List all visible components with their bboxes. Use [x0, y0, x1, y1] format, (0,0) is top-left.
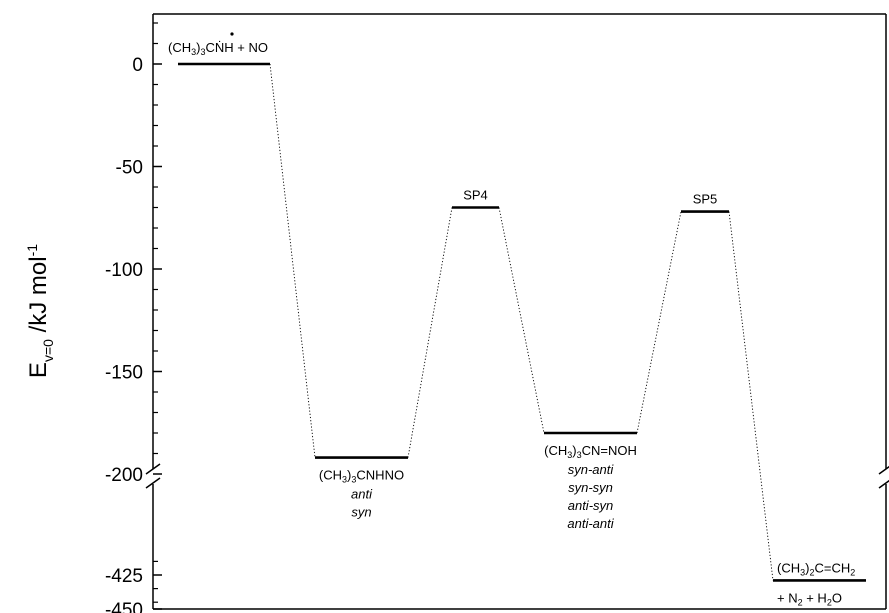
y-tick-label: 0: [132, 55, 143, 76]
connector-reactants-int1: [269, 63, 316, 458]
label-sp4: SP4: [463, 188, 488, 203]
y-tick-label: -200: [105, 465, 143, 486]
conformer-label: syn: [351, 505, 371, 520]
y-tick-label: -450: [105, 600, 143, 613]
conformer-label: anti-anti: [567, 516, 614, 531]
right-axis-break-mark: [878, 465, 889, 475]
level-labels: (CH3)3CṄH + NO (CH3)3CNHNO anti syn SP4 (CH3)…: [168, 32, 855, 607]
label-int2: (CH3)3CN=NOH: [544, 443, 637, 460]
conformer-label: syn-anti: [568, 462, 615, 477]
y-axis-ticks: 0 -50 -100 -150 -200 -425 -450: [105, 22, 162, 613]
left-axis-break-mark: [145, 477, 161, 489]
connector-int2-sp5: [636, 211, 682, 434]
label-int1: (CH3)3CNHNO: [319, 468, 404, 485]
y-axis-label: Ev=0 /kJ mol-1: [24, 244, 56, 378]
label-sp5: SP5: [693, 192, 718, 207]
connector-int1-sp4: [407, 207, 453, 458]
left-axis-break-mark: [145, 463, 161, 475]
radical-dot: [230, 32, 234, 36]
label-reactants: (CH3)3CṄH + NO: [168, 40, 268, 57]
y-tick-label: -50: [116, 158, 143, 179]
connector-sp5-products: [728, 211, 774, 581]
label-products-line2: + N2 + H2O: [777, 590, 842, 607]
label-products: (CH3)2C=CH2: [777, 560, 855, 577]
y-tick-label: -150: [105, 363, 143, 384]
conformer-label: anti-syn: [568, 498, 614, 513]
y-tick-label: -425: [105, 566, 143, 587]
energy-levels: [178, 62, 866, 582]
conformer-label: syn-syn: [568, 480, 613, 495]
conformer-label: anti: [351, 487, 373, 502]
level-connections: [269, 63, 774, 581]
plot-frame: [145, 13, 889, 610]
connector-sp4-int2: [498, 207, 545, 434]
right-axis-break-mark: [878, 479, 889, 489]
y-tick-label: -100: [105, 260, 143, 281]
